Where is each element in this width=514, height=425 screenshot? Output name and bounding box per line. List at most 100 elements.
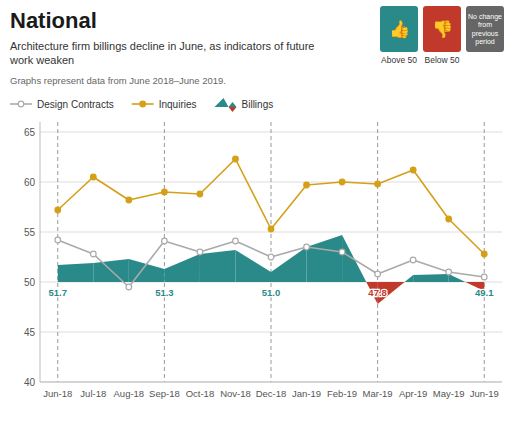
point [126,284,132,290]
badge-box [423,6,461,52]
point [268,226,274,232]
point [162,238,168,244]
point [304,182,310,188]
x-tick-label: Jul-18 [80,388,106,399]
highlight-line [57,122,58,382]
legend-marker [18,101,24,107]
chart: National Architecture firm billings decli… [0,0,514,425]
grid-line [40,382,502,383]
point [233,156,239,162]
x-tick-label: Jun-18 [43,388,72,399]
legend-item: Design Contracts [10,99,114,110]
legend-item: Billings [215,98,274,112]
y-tick-label: 60 [24,177,36,188]
data-label: 49.1 [475,287,494,298]
point [197,191,203,197]
y-tick-label: 50 [24,277,36,288]
badge-label: Above 50 [381,55,417,65]
y-axis-line [40,122,41,382]
y-tick-label: 55 [24,227,36,238]
line-series [55,156,487,257]
subtitle-line: Architecture firm billings decline in Ju… [10,40,314,52]
badge-text-line: period [475,38,495,46]
point [304,244,310,250]
highlight-line [271,122,272,382]
point [410,167,416,173]
x-tick-label: Apr-19 [399,388,428,399]
point [91,251,97,257]
point [446,216,452,222]
point [339,179,345,185]
point [481,274,487,280]
legend-label: Inquiries [159,99,197,110]
data-label: 51.3 [155,287,174,298]
legend-swatch [215,98,229,107]
area-piece [342,235,366,282]
subtitle: Architecture firm billings decline in Ju… [9,40,314,66]
point [197,249,203,255]
point [481,251,487,257]
area-piece [449,274,466,282]
badge-text: No changefrom previousperiod [468,13,502,47]
x-tick-label: Jan-19 [292,388,321,399]
title: National [10,8,97,33]
y-axis: 40 45 50 55 60 65 [24,122,502,388]
badge-box [380,6,418,52]
point [375,271,381,277]
point [339,249,345,255]
legend-label: Billings [242,99,274,110]
area-piece [200,250,236,282]
y-tick-label: 40 [24,377,36,388]
legend-marker [140,101,146,107]
point [233,238,239,244]
note: Graphs represent data from June 2018–Jun… [10,75,226,86]
x-tick-label: Mar-19 [363,388,393,399]
badge-text-line: No change [468,13,502,21]
area-piece [413,274,449,282]
x-tick-label: Nov-18 [220,388,251,399]
x-tick-label: Aug-18 [114,388,145,399]
x-tick-label: Dec-18 [256,388,287,399]
y-tick-label: 65 [24,127,36,138]
area-piece [58,263,94,282]
badge-text-line: previous [472,30,499,38]
data-labels: 51.751.351.047.849.1 [49,287,495,298]
line [58,159,484,254]
area-piece [307,235,343,282]
point [375,181,381,187]
point [91,174,97,180]
legend-swatch [229,107,237,112]
area-piece [164,254,200,282]
x-tick-label: Sep-18 [149,388,180,399]
legend-item: Inquiries [132,99,197,110]
area-series [58,235,484,304]
area-piece [129,259,165,282]
highlight-line [377,122,378,382]
legend-swatch [229,102,237,107]
plot-area [55,122,487,382]
badge-icon: 👎 [432,19,453,39]
badge-text-line: from [478,21,492,28]
line-series [55,237,487,290]
badge: No changefrom previousperiod [466,6,504,52]
highlight-line [164,122,165,382]
x-tick-label: May-19 [433,388,465,399]
x-axis-line [40,382,502,383]
legend-label: Design Contracts [37,99,114,110]
point [410,257,416,263]
badge-box [466,6,504,52]
area-piece [405,275,414,282]
legend: Design Contracts Inquiries Billings [10,98,273,112]
point [126,197,132,203]
subtitle-line: work weaken [9,54,74,66]
badge-label: Below 50 [425,55,460,65]
x-tick-label: Feb-19 [327,388,357,399]
y-tick-label: 45 [24,327,36,338]
badge: 👍 Above 50 [380,6,418,65]
point [446,269,452,275]
badge-icon: 👍 [389,19,410,39]
x-axis: Jun-18 Jul-18 Aug-18 Sep-18 Oct-18 Nov-18 Dec-… [40,382,502,399]
point [268,254,274,260]
data-label: 51.7 [49,287,68,298]
x-tick-label: Oct-18 [186,388,215,399]
